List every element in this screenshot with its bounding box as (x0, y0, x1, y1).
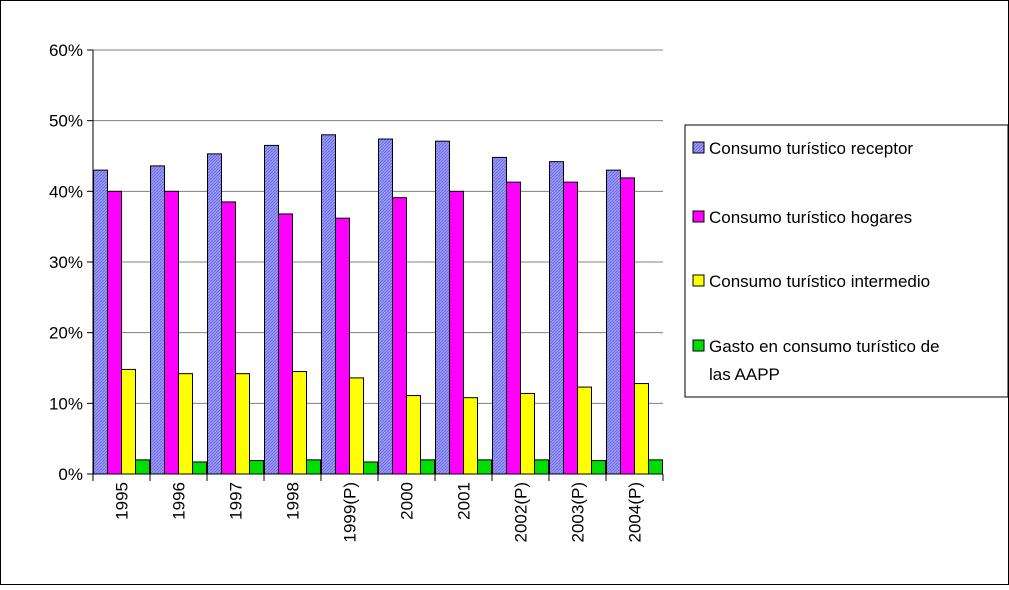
bar-1-2004(P) (606, 169, 621, 475)
y-tick-label: 40% (49, 182, 83, 201)
bar-2-1998 (278, 213, 293, 475)
x-tick-label: 1995 (113, 482, 132, 520)
bar-4-2000 (420, 459, 435, 475)
axes: 0% 10% 20% 30% 40% 50% 60% 1995 1996 1997 1998 1999… (49, 41, 664, 542)
bar-1-2000 (378, 138, 393, 475)
x-tick-label: 1996 (170, 482, 189, 520)
x-tick-label: 2000 (398, 482, 417, 520)
bar-4-1996 (192, 461, 207, 475)
bar-4-1995 (135, 459, 150, 475)
bar-4-1999(P) (363, 461, 378, 475)
x-tick-label: 1997 (227, 482, 246, 520)
bar-2-2003(P) (563, 181, 578, 475)
bar-4-1997 (249, 460, 264, 475)
bar-3-2001 (463, 397, 478, 475)
legend-box (684, 124, 1009, 398)
bar-3-2003(P) (577, 386, 592, 475)
x-tick-label: 2004(P) (626, 482, 645, 542)
y-tick-label: 10% (49, 394, 83, 413)
bar-3-1997 (235, 373, 250, 475)
bar-3-1995 (121, 368, 136, 475)
x-tick-label: 2003(P) (569, 482, 588, 542)
y-tick-label: 50% (49, 112, 83, 131)
legend-label: Gasto en consumo turístico de las AAPP (709, 337, 940, 384)
bar-1-1998 (264, 144, 279, 475)
bar-3-2000 (406, 395, 421, 475)
y-tick-label: 0% (58, 465, 83, 484)
legend-label: Consumo turístico hogares (709, 208, 912, 227)
y-tick-label: 20% (49, 324, 83, 343)
legend-swatch (692, 210, 705, 223)
bar-4-2003(P) (591, 460, 606, 475)
bar-2-2004(P) (620, 177, 635, 475)
legend: Consumo turístico receptor Consumo turíst… (684, 124, 1009, 398)
bar-2-2000 (392, 197, 407, 475)
bar-3-1998 (292, 371, 307, 475)
bar-3-1996 (178, 373, 193, 475)
bar-4-2001 (477, 459, 492, 475)
bar-1-1997 (207, 153, 222, 475)
bar-4-2002(P) (534, 459, 549, 475)
bar-1-2001 (435, 140, 450, 475)
legend-label: Consumo turístico receptor (709, 139, 913, 158)
bar-1-1996 (150, 165, 165, 475)
bar-3-2002(P) (520, 392, 535, 475)
bar-1-1999(P) (321, 134, 336, 475)
y-tick-label: 30% (49, 253, 83, 272)
bars (93, 134, 663, 475)
bar-2-1996 (164, 190, 179, 475)
bar-2-1995 (107, 190, 122, 475)
legend-swatch (692, 274, 705, 287)
x-tick-label: 2002(P) (512, 482, 531, 542)
legend-label: Consumo turístico intermedio (709, 272, 930, 291)
x-tick-label: 2001 (455, 482, 474, 520)
bar-2-2001 (449, 190, 464, 475)
bar-4-2004(P) (648, 459, 663, 475)
y-tick-label: 60% (49, 41, 83, 60)
bar-2-2002(P) (506, 181, 521, 475)
bar-1-2003(P) (549, 161, 564, 475)
x-tick-label: 1999(P) (341, 482, 360, 542)
bar-1-2002(P) (492, 156, 507, 475)
bar-3-2004(P) (634, 383, 649, 475)
legend-swatch (692, 339, 705, 352)
bar-2-1999(P) (335, 217, 350, 475)
bar-2-1997 (221, 201, 236, 475)
x-tick-label: 1998 (284, 482, 303, 520)
legend-swatch (692, 141, 705, 154)
bar-3-1999(P) (349, 377, 364, 475)
bar-4-1998 (306, 459, 321, 475)
bar-1-1995 (93, 169, 108, 475)
